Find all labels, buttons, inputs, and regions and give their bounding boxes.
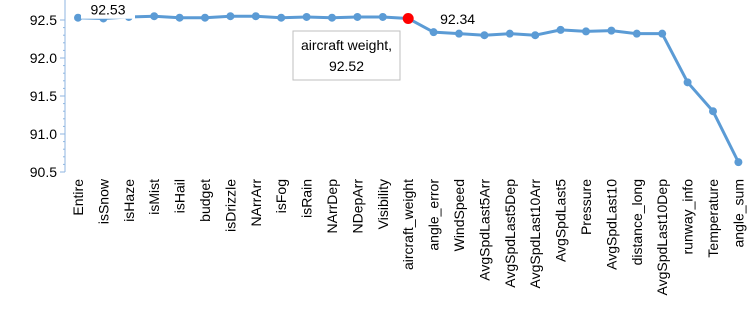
data-point [201,13,209,22]
data-label: 92.53 [90,2,125,18]
data-point [607,26,616,35]
y-tick-label: 92.0 [30,50,57,66]
data-point [251,12,260,21]
series-line [77,14,740,163]
x-tick-label: angle_error [426,179,442,251]
y-tick-label: 90.5 [30,164,57,180]
x-tick-label: NArrArr [248,179,264,227]
x-tick-label: isHaze [121,179,137,222]
callout-text: 92.52 [329,58,364,74]
data-point [429,28,438,37]
highlight-point [402,12,414,24]
data-point [328,13,336,22]
x-tick-label: WindSpeed [451,179,467,251]
x-tick-label: AvgSpdLast5 [553,179,569,262]
data-point [150,12,159,21]
x-tick-label: Visibility [375,179,391,229]
x-tick-label: aircraft_weight [400,179,416,270]
x-tick-label: angle_sum [730,179,746,248]
callout-text: aircraft weight, [301,37,392,53]
x-tick-label: AvgSpdLast10Arr [527,179,543,289]
data-point [277,13,286,22]
x-tick-label: NDepArr [349,179,365,234]
x-tick-label: NArrDep [324,179,340,234]
x-tick-label: isDrizzle [222,179,238,232]
data-point [226,12,235,21]
data-label-bg [81,0,135,19]
data-point [709,107,717,116]
data-point [582,27,590,36]
data-point [658,29,667,38]
data-point [683,78,692,87]
x-tick-label: Pressure [578,179,594,235]
x-tick-label: isSnow [95,178,111,224]
data-point [734,158,743,167]
data-point [74,13,82,22]
x-tick-label: AvgSpdLast5Arr [476,179,492,281]
data-point [175,13,184,22]
y-tick-label: 91.5 [30,88,57,104]
x-tick-label: budget [197,179,213,222]
y-tick-label: 91.0 [30,126,57,142]
x-tick-label: isHail [172,179,188,213]
x-tick-label: AvgSpdLast5Dep [502,179,518,288]
data-point [632,29,641,38]
data-point [353,12,362,21]
data-point [455,29,463,38]
x-tick-label: Entire [70,179,86,216]
x-tick-label: isRain [299,179,315,218]
x-tick-label: AvgSpdLast10Dep [654,179,670,296]
data-point [556,25,565,34]
data-point [505,29,514,38]
x-tick-label: AvgSpdLast10 [603,179,619,270]
x-tick-label: isMist [146,179,162,215]
x-tick-label: isFog [273,179,289,213]
data-point [480,31,489,40]
callout-box [292,30,401,81]
data-point [378,12,387,21]
data-label: 92.34 [440,11,475,27]
y-tick-label: 92.5 [30,12,57,28]
x-tick-label: runway_info [680,179,696,255]
x-tick-label: Temperature [705,179,721,258]
x-tick-label: distance_long [629,179,645,265]
data-point [531,31,540,40]
data-point [302,12,311,21]
